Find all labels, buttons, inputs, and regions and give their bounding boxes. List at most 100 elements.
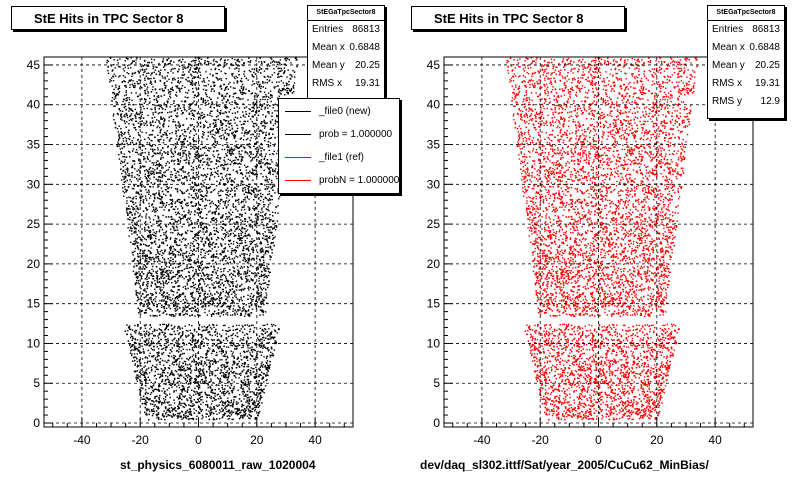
hit-point — [147, 234, 149, 237]
hit-point — [272, 168, 274, 170]
hit-point — [141, 299, 143, 301]
hit-point — [212, 154, 214, 156]
hit-point — [189, 405, 191, 407]
hit-point — [170, 60, 172, 62]
hit-point — [238, 300, 241, 302]
hit-point — [174, 159, 176, 162]
hit-point — [257, 190, 260, 192]
hit-point — [188, 255, 190, 257]
hit-point — [233, 388, 235, 390]
hit-point — [233, 356, 235, 359]
hit-point — [241, 249, 244, 251]
hit-point — [194, 210, 196, 212]
hit-point — [259, 214, 261, 217]
hit-point — [142, 257, 144, 260]
hit-point — [174, 143, 176, 145]
hit-point — [213, 313, 215, 315]
hit-point — [237, 96, 240, 99]
hit-point — [156, 152, 159, 154]
hit-point — [257, 128, 259, 130]
hit-point — [171, 203, 173, 205]
hit-point — [115, 86, 117, 89]
hit-point — [134, 250, 136, 252]
hit-point — [183, 192, 186, 194]
hit-point — [211, 242, 214, 244]
hit-point — [280, 75, 282, 77]
hit-point — [136, 353, 138, 355]
hit-point — [245, 225, 248, 227]
hit-point — [158, 386, 160, 388]
hit-point — [264, 346, 266, 348]
hit-point — [207, 162, 209, 164]
hit-point — [150, 370, 153, 372]
hit-point — [247, 234, 249, 236]
hit-point — [135, 210, 137, 212]
hit-point — [169, 106, 171, 108]
hit-point — [259, 338, 262, 340]
hit-point — [267, 241, 269, 243]
hit-point — [149, 178, 151, 180]
hit-point — [262, 377, 264, 379]
hit-point — [258, 297, 260, 300]
hit-point — [210, 171, 213, 174]
hit-point — [214, 68, 216, 71]
hit-point — [208, 365, 210, 368]
hit-point — [252, 408, 254, 410]
hit-point — [273, 185, 275, 187]
hit-point — [192, 169, 195, 171]
hit-point — [167, 341, 169, 343]
hit-point — [149, 324, 151, 326]
hit-point — [262, 347, 264, 350]
hit-point — [212, 241, 215, 244]
hit-point — [250, 137, 252, 139]
hit-point — [181, 233, 184, 235]
hit-point — [131, 200, 133, 202]
hit-point — [152, 293, 154, 296]
hit-point — [193, 60, 196, 62]
hit-point — [258, 61, 260, 63]
hit-point — [265, 292, 267, 294]
hit-point — [204, 92, 207, 94]
hit-point — [240, 387, 242, 389]
hit-point — [214, 305, 216, 307]
hit-point — [170, 171, 172, 173]
hit-point — [262, 298, 264, 300]
hit-point — [265, 379, 267, 382]
hit-point — [175, 145, 177, 147]
hit-point — [196, 221, 198, 223]
hit-point — [206, 60, 209, 62]
hit-point — [200, 253, 202, 256]
hit-point — [212, 284, 214, 287]
hit-point — [170, 289, 172, 291]
hit-point — [231, 152, 233, 154]
hit-point — [138, 359, 141, 361]
hit-point — [195, 366, 197, 368]
hit-point — [243, 135, 245, 137]
hit-point — [141, 228, 143, 230]
hit-point — [146, 260, 148, 262]
hit-point — [158, 96, 160, 98]
hit-point — [119, 58, 121, 60]
hit-point — [170, 111, 173, 113]
hit-point — [249, 253, 251, 255]
hit-point — [177, 107, 179, 109]
hit-point — [180, 369, 182, 372]
hit-point — [249, 139, 251, 142]
hit-point — [143, 124, 145, 126]
hit-point — [182, 385, 185, 388]
hit-point — [191, 285, 193, 288]
hit-point — [228, 126, 230, 128]
hit-point — [110, 80, 112, 82]
hit-point — [130, 212, 133, 214]
hit-point — [206, 351, 209, 353]
hit-point — [264, 385, 267, 387]
hit-point — [153, 389, 155, 391]
hit-point — [130, 241, 132, 243]
hit-point — [224, 218, 227, 220]
hit-point — [208, 350, 210, 352]
hit-point — [138, 268, 140, 270]
hit-point — [143, 366, 145, 368]
hit-point — [249, 146, 251, 148]
hit-point — [147, 158, 149, 161]
hit-point — [252, 298, 254, 301]
